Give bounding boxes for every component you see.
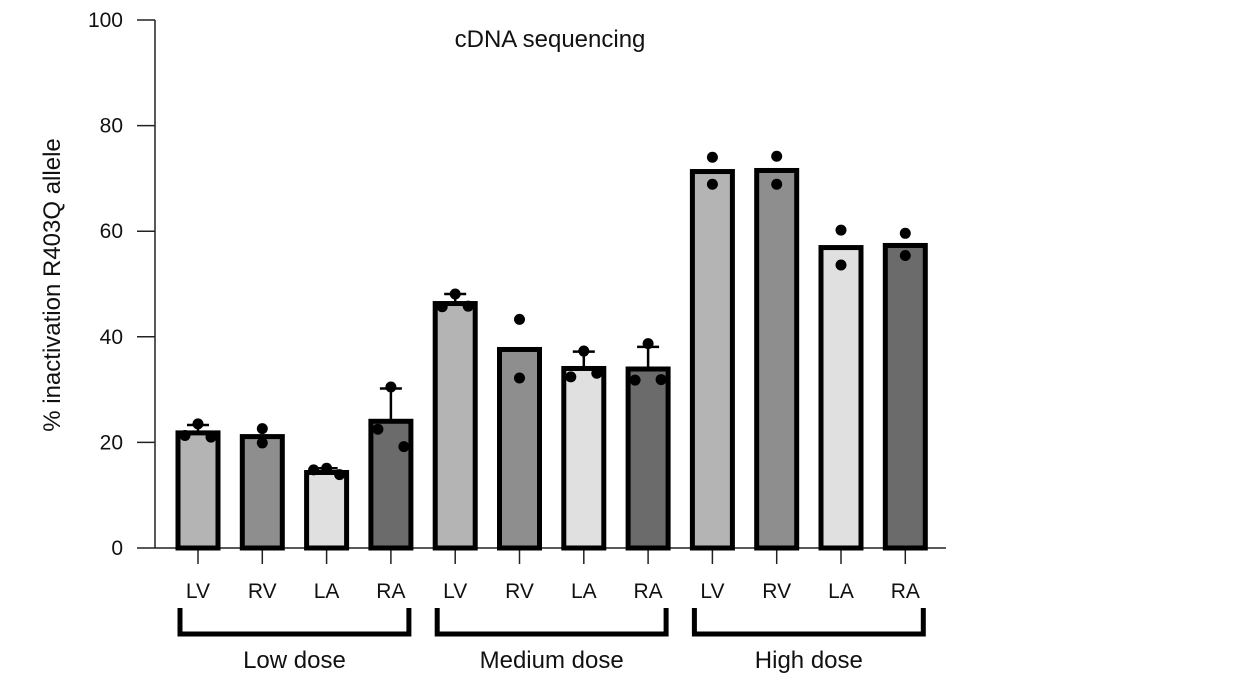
data-point <box>398 441 410 453</box>
data-point <box>192 418 204 430</box>
data-point <box>372 423 384 435</box>
data-point <box>578 345 590 357</box>
x-tick-label: RA <box>634 580 663 603</box>
group-label: Medium dose <box>480 647 624 674</box>
group-label: Low dose <box>243 647 346 674</box>
data-point <box>334 469 346 481</box>
y-tick-label: 0 <box>111 537 123 560</box>
data-point <box>436 301 448 313</box>
data-point <box>835 259 847 271</box>
data-point <box>179 430 191 442</box>
bar-high-dose-ra <box>882 242 928 551</box>
x-tick-label: LA <box>314 580 340 603</box>
bar-medium-dose-la <box>561 365 607 551</box>
bar-medium-dose-lv <box>432 301 478 551</box>
data-point <box>256 437 268 449</box>
y-tick-label: 80 <box>100 115 123 138</box>
data-point <box>205 431 217 443</box>
y-tick-label: 40 <box>100 326 123 349</box>
data-point <box>565 371 577 383</box>
data-point <box>449 288 461 300</box>
data-point <box>899 249 911 261</box>
data-point <box>835 224 847 236</box>
x-tick-label: RA <box>891 580 920 603</box>
y-tick-label: 100 <box>88 9 123 32</box>
bar-low-dose-lv <box>175 430 221 551</box>
bar-high-dose-la <box>818 245 864 551</box>
data-point <box>514 372 525 384</box>
group-label: High dose <box>755 647 863 674</box>
data-point <box>771 150 783 162</box>
x-tick-label: RA <box>376 580 405 603</box>
data-point <box>706 151 718 163</box>
bar-high-dose-lv <box>689 169 735 551</box>
group-bracket <box>434 608 669 637</box>
data-point <box>655 374 667 386</box>
data-point <box>591 367 603 379</box>
bar-high-dose-rv <box>754 167 800 551</box>
y-tick-label: 60 <box>100 220 123 243</box>
bar-medium-dose-ra <box>625 366 671 551</box>
x-tick-label: RV <box>248 580 277 603</box>
plot-area: 0 20 40 60 80 100 LV RV LA RA Low dose LV RV LA RA Medi… <box>88 9 946 674</box>
data-point <box>462 300 474 312</box>
data-point <box>308 464 320 476</box>
bar-low-dose-rv <box>239 434 285 551</box>
bar-low-dose-la <box>304 469 350 551</box>
data-point <box>629 374 641 386</box>
data-point <box>256 423 268 435</box>
data-point <box>899 227 911 239</box>
x-tick-label: LA <box>571 580 597 603</box>
data-point <box>706 178 718 190</box>
x-tick-label: LV <box>186 580 210 603</box>
data-point <box>642 338 654 350</box>
x-tick-label: LV <box>443 580 467 603</box>
data-point <box>321 462 333 474</box>
data-point <box>514 313 525 325</box>
y-axis-label: % inactivation R403Q allele <box>39 138 66 432</box>
group-bracket <box>691 608 926 637</box>
bar-low-dose-ra <box>368 418 414 551</box>
x-tick-label: RV <box>505 580 534 603</box>
chart-title: cDNA sequencing <box>455 26 646 53</box>
x-tick-label: LA <box>828 580 854 603</box>
x-tick-label: RV <box>762 580 791 603</box>
group-bracket <box>177 608 412 637</box>
x-tick-label: LV <box>700 580 724 603</box>
data-point <box>385 381 397 393</box>
data-point <box>771 178 783 190</box>
y-tick-label: 20 <box>100 431 123 454</box>
